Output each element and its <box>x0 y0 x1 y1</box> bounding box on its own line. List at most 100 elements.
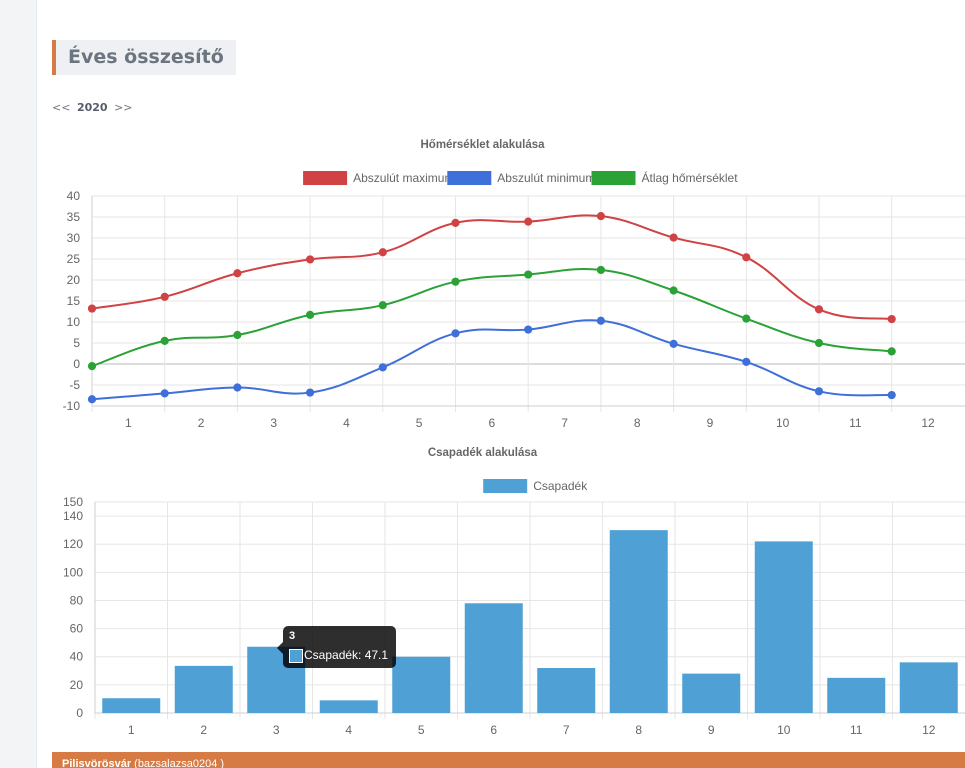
x-tick-label: 5 <box>418 723 425 737</box>
y-tick-label: -5 <box>69 378 80 392</box>
y-tick-label: 140 <box>63 509 83 523</box>
data-point <box>378 363 387 372</box>
y-tick-label: 30 <box>67 231 81 245</box>
y-tick-label: 10 <box>67 315 81 329</box>
x-tick-label: 9 <box>707 416 714 430</box>
chart-title: Hőmérséklet alakulása <box>420 139 545 151</box>
x-tick-label: 10 <box>776 416 790 430</box>
x-tick-label: 12 <box>922 723 936 737</box>
data-point <box>233 330 242 340</box>
x-tick-label: 11 <box>849 416 862 430</box>
data-point <box>669 233 678 242</box>
bar <box>464 603 523 713</box>
bar <box>537 667 596 713</box>
legend-label: Átlag hőmérséklet <box>642 170 739 185</box>
data-point <box>524 270 533 279</box>
bar <box>827 677 886 713</box>
x-tick-label: 4 <box>345 723 352 737</box>
x-tick-label: 7 <box>563 723 570 737</box>
tooltip-swatch <box>289 649 303 663</box>
y-tick-label: 25 <box>67 252 81 266</box>
y-tick-label: 0 <box>76 706 83 720</box>
x-tick-label: 7 <box>561 416 568 430</box>
y-tick-label: 80 <box>70 593 84 607</box>
data-point <box>742 314 751 323</box>
page-title: Éves összesítő <box>52 40 236 75</box>
bar <box>899 662 958 713</box>
data-point <box>378 248 387 257</box>
y-tick-label: 35 <box>67 210 81 224</box>
bar <box>682 673 741 713</box>
next-year-link[interactable]: >> <box>114 101 133 114</box>
data-point <box>451 218 460 227</box>
station-name[interactable]: Pilisvörösvár <box>62 758 132 768</box>
data-point <box>596 316 606 325</box>
x-tick-label: 4 <box>343 416 350 430</box>
y-tick-label: -10 <box>63 399 81 413</box>
data-point <box>306 310 315 319</box>
y-tick-label: 100 <box>63 565 83 579</box>
station-footer-bar: Pilisvörösvár (bazsalazsa0204 ) <box>52 752 965 768</box>
x-tick-label: 2 <box>200 723 207 737</box>
y-tick-label: 40 <box>70 650 84 664</box>
bar <box>754 541 813 713</box>
legend-label: Abszulút maximum <box>353 171 454 185</box>
previous-year-link[interactable]: << <box>52 101 71 114</box>
series-line <box>91 214 892 321</box>
bar <box>174 665 233 713</box>
y-tick-label: 60 <box>70 622 84 636</box>
station-user: (bazsalazsa0204 ) <box>134 758 225 768</box>
bar <box>392 656 451 713</box>
data-point <box>669 339 678 348</box>
year-navigation: << 2020 >> <box>52 101 133 114</box>
x-tick-label: 11 <box>850 723 863 737</box>
y-tick-label: 5 <box>73 336 80 350</box>
bar-tooltip: 3 Csapadék: 47.1 <box>277 626 396 668</box>
data-point <box>160 292 169 301</box>
legend-swatch <box>483 479 528 493</box>
legend-label: Csapadék <box>533 479 588 493</box>
legend-swatch <box>447 171 492 185</box>
data-point <box>87 362 97 371</box>
data-point <box>814 338 824 348</box>
x-tick-label: 6 <box>490 723 497 737</box>
data-point <box>87 304 97 313</box>
chart-title: Csapadék alakulása <box>428 447 538 459</box>
temperature-line-chart: Hőmérséklet alakulása Abszulút maximum Abs… <box>63 139 965 430</box>
x-tick-label: 1 <box>128 723 135 737</box>
data-point <box>814 387 824 396</box>
data-point <box>742 357 751 366</box>
data-point <box>451 329 460 338</box>
x-tick-label: 8 <box>635 723 642 737</box>
y-tick-label: 120 <box>63 537 83 551</box>
series-line <box>91 267 892 368</box>
data-point <box>742 253 751 262</box>
data-point <box>233 269 242 278</box>
bar <box>609 530 668 713</box>
data-point <box>233 383 242 392</box>
data-point <box>451 277 460 286</box>
tooltip-caret <box>277 642 283 654</box>
x-tick-label: 1 <box>125 416 132 430</box>
data-point <box>596 265 606 275</box>
y-tick-label: 20 <box>67 273 81 287</box>
y-tick-label: 15 <box>67 294 81 308</box>
data-point <box>524 217 533 226</box>
data-point <box>596 212 606 221</box>
legend-label: Abszulút minimum <box>497 171 595 185</box>
data-point <box>306 255 315 264</box>
x-tick-label: 3 <box>273 723 280 737</box>
data-point <box>378 301 387 310</box>
data-point <box>887 314 896 324</box>
data-point <box>524 325 533 334</box>
data-point <box>87 395 97 404</box>
x-tick-label: 8 <box>634 416 641 430</box>
data-point <box>160 336 169 345</box>
legend-swatch <box>303 171 348 185</box>
x-tick-label: 12 <box>921 416 935 430</box>
data-point <box>669 286 678 295</box>
bar <box>319 700 378 713</box>
y-tick-label: 150 <box>63 495 83 509</box>
legend-swatch <box>591 171 636 185</box>
x-tick-label: 10 <box>777 723 791 737</box>
